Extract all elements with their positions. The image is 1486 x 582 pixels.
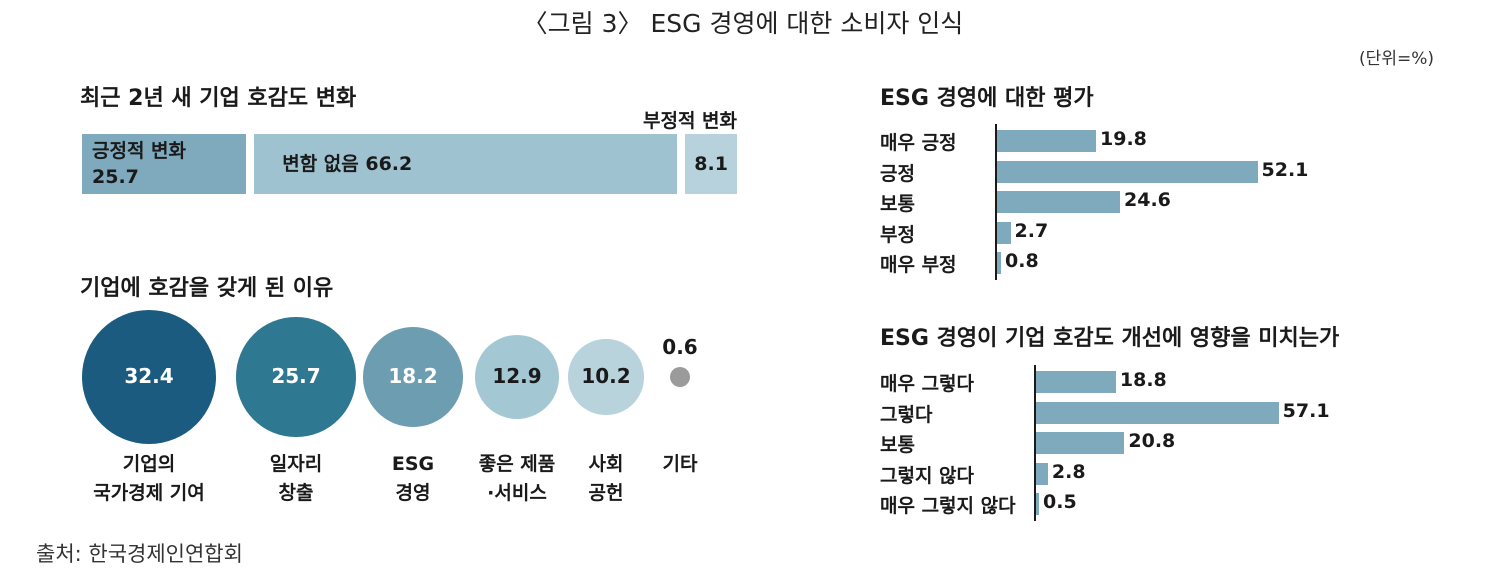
bar xyxy=(1036,371,1116,393)
bubble-value-label-2: 25.7 xyxy=(271,364,321,388)
bar xyxy=(997,130,1096,152)
bar-category-label: 부정 xyxy=(880,223,915,246)
bar-chart-1-title: ESG 경영에 대한 평가 xyxy=(880,86,1094,111)
bar-value-label: 0.5 xyxy=(1043,491,1077,513)
bar xyxy=(1036,462,1048,485)
bar xyxy=(1036,432,1125,454)
bar-value-label: 2.7 xyxy=(1014,219,1049,242)
bar-axis xyxy=(1034,365,1036,521)
stacked-chart-title: 최근 2년 새 기업 호감도 변화 xyxy=(80,86,357,111)
bar-value-label: 2.8 xyxy=(1051,460,1086,483)
stack-segment-neutral: 변함 없음 66.2 xyxy=(254,134,678,194)
bubble-value-label-6: 0.6 xyxy=(662,335,698,359)
bar-value-label: 18.8 xyxy=(1119,369,1167,391)
bubble-value-label-3: 18.2 xyxy=(388,364,438,388)
bar-value-label: 0.8 xyxy=(1005,250,1039,272)
bar xyxy=(1036,401,1279,424)
stack-label-positive-name: 긍정적 변화 xyxy=(92,140,187,162)
bar-category-label: 매우 긍정 xyxy=(880,132,957,154)
bubble-category-label-1: 기업의 국가경제 기여 xyxy=(93,453,205,504)
bar-value-label: 19.8 xyxy=(1100,128,1147,150)
stack-label-positive-value: 25.7 xyxy=(92,166,139,188)
bar-category-label: 매우 부정 xyxy=(880,254,957,276)
bar-category-label: 매우 그렇다 xyxy=(880,373,975,395)
bar-category-label: 보통 xyxy=(880,193,915,215)
stack-segment-positive: 긍정적 변화 25.7 xyxy=(82,134,247,194)
bar xyxy=(997,191,1120,213)
stack-label-neutral: 변함 없음 66.2 xyxy=(282,153,413,175)
bar-category-label: 긍정 xyxy=(880,162,915,185)
stack-label-negative-value: 8.1 xyxy=(694,153,728,175)
bar xyxy=(997,160,1258,183)
bubble-1 xyxy=(82,310,216,444)
bubble-category-label-2: 일자리 창출 xyxy=(269,453,323,504)
bar-category-label: 그렇다 xyxy=(880,403,933,426)
bubble-5 xyxy=(568,339,644,415)
bubble-category-label-4: 좋은 제품 ·서비스 xyxy=(478,453,556,504)
source-note: 출처: 한국경제인연합회 xyxy=(36,542,243,566)
bubble-value-label-4: 12.9 xyxy=(492,364,542,388)
stack-label-negative-name: 부정적 변화 xyxy=(642,110,737,132)
bubble-2 xyxy=(236,317,356,437)
bar-category-label: 보통 xyxy=(880,434,915,456)
bar-chart-2-title: ESG 경영이 기업 호감도 개선에 영향을 미치는가 xyxy=(880,326,1340,351)
bar xyxy=(997,221,1011,244)
bar xyxy=(1036,493,1039,515)
figure-title: 〈그림 3〉 ESG 경영에 대한 소비자 인식 xyxy=(522,9,964,38)
bubble-chart-title: 기업에 호감을 갖게 된 이유 xyxy=(80,276,334,301)
bar-value-label: 24.6 xyxy=(1124,189,1171,211)
bubble-3 xyxy=(362,326,464,428)
bubble-value-label-1: 32.4 xyxy=(124,364,174,388)
bubble-category-label-5: 사회 공헌 xyxy=(588,453,624,504)
bubble-4 xyxy=(474,334,560,420)
bar-category-label: 매우 그렇지 않다 xyxy=(880,495,1016,517)
bar-value-label: 57.1 xyxy=(1282,399,1330,422)
bubble-category-label-6: 기타 xyxy=(662,453,698,475)
bar-value-label: 20.8 xyxy=(1128,430,1176,452)
bubble-value-label-5: 10.2 xyxy=(581,364,631,388)
bar xyxy=(997,252,1001,274)
bubble-category-label-3: ESG 경영 xyxy=(391,453,435,504)
unit-label: (단위=%) xyxy=(1359,49,1434,69)
stack-segment-negative: 8.1 xyxy=(685,134,737,194)
bar-category-label: 그렇지 않다 xyxy=(880,464,975,487)
bar-value-label: 52.1 xyxy=(1261,158,1309,181)
bar-axis xyxy=(995,124,997,280)
bubble-6 xyxy=(670,367,690,387)
